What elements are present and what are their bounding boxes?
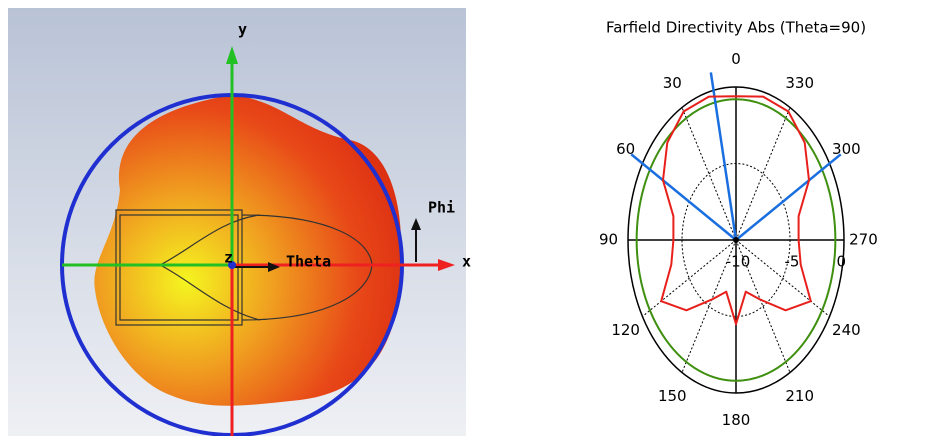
angle-grid [642, 240, 736, 317]
angle-grid [736, 240, 830, 317]
axis-label-x: x [462, 253, 471, 271]
angle-tick-label: 120 [611, 321, 640, 339]
angle-tick-label: 90 [599, 231, 618, 249]
angle-tick-label: 240 [832, 321, 861, 339]
angle-tick-label: 300 [832, 140, 861, 158]
chart-title: Farfield Directivity Abs (Theta=90) [606, 19, 866, 37]
phi-label: Phi [428, 199, 455, 217]
angle-grid [682, 107, 736, 240]
axis-label-z: z [224, 249, 233, 267]
angle-tick-label: 150 [658, 387, 687, 405]
theta-label: Theta [286, 253, 331, 271]
r-tick-label: 0 [836, 253, 846, 271]
r-tick-label: -5 [785, 253, 800, 271]
angle-grid [736, 107, 790, 240]
angle-tick-label: 30 [663, 74, 682, 92]
figure: y x z Theta Phi Farfield Directivity Abs… [0, 0, 948, 436]
center [733, 237, 739, 243]
angle-tick-label: 210 [785, 387, 814, 405]
angle-tick-label: 330 [785, 74, 814, 92]
page: {"render": {"axis_y": "y", "axis_x": "x"… [0, 0, 948, 436]
angle-tick-label: 0 [731, 50, 741, 68]
angle-tick-label: 180 [722, 411, 751, 429]
radiation-pattern-3d [94, 95, 401, 406]
beam-line [711, 72, 736, 240]
angle-tick-label: 270 [849, 231, 878, 249]
axis-label-y: y [238, 21, 247, 39]
